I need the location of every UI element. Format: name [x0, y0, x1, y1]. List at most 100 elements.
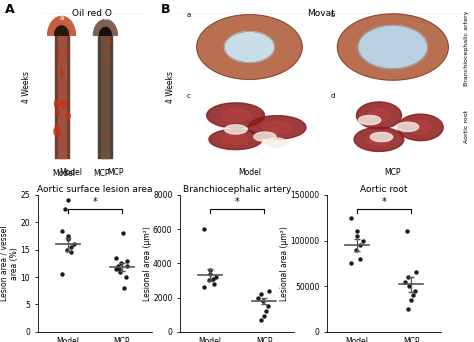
Point — [401, 279, 409, 284]
Point — [64, 198, 72, 203]
Polygon shape — [225, 125, 247, 134]
Circle shape — [66, 113, 70, 119]
Point — [63, 247, 71, 252]
Polygon shape — [100, 27, 111, 35]
Point — [206, 267, 214, 273]
Point — [120, 285, 128, 291]
Point — [347, 261, 355, 266]
Point — [357, 256, 365, 262]
Bar — [57, 35, 65, 158]
Text: b: b — [330, 12, 335, 18]
Point — [201, 226, 208, 232]
Text: Oil red O: Oil red O — [73, 9, 112, 17]
Text: a: a — [187, 12, 191, 18]
Point — [406, 284, 413, 289]
Point — [359, 238, 367, 243]
Point — [123, 263, 131, 269]
Circle shape — [104, 48, 106, 52]
Polygon shape — [368, 109, 390, 122]
Polygon shape — [354, 127, 404, 152]
Point — [255, 295, 262, 300]
Title: Branchiocephalic artery: Branchiocephalic artery — [183, 185, 291, 194]
Text: *: * — [235, 197, 239, 207]
Point — [264, 303, 272, 309]
Text: Model: Model — [53, 169, 76, 178]
Text: *: * — [92, 197, 97, 207]
Polygon shape — [265, 138, 287, 147]
Point — [201, 285, 208, 290]
Circle shape — [54, 128, 58, 135]
Polygon shape — [254, 132, 276, 141]
Point — [404, 306, 412, 312]
Point — [257, 317, 265, 323]
Polygon shape — [398, 114, 443, 141]
Polygon shape — [263, 121, 292, 133]
Circle shape — [66, 50, 68, 53]
Point — [354, 233, 361, 239]
Bar — [55, 35, 69, 158]
Point — [210, 281, 218, 287]
Circle shape — [55, 125, 60, 132]
Point — [356, 242, 364, 248]
Point — [61, 206, 69, 211]
Circle shape — [108, 39, 110, 44]
Text: Model: Model — [238, 168, 261, 176]
Circle shape — [60, 69, 62, 73]
Polygon shape — [93, 19, 117, 35]
Bar — [101, 35, 109, 158]
Y-axis label: Lesional area (μm²): Lesional area (μm²) — [280, 226, 289, 301]
Point — [207, 271, 214, 276]
Title: Aortic root: Aortic root — [360, 185, 408, 194]
Text: d: d — [330, 93, 335, 99]
Point — [257, 291, 265, 297]
Point — [119, 231, 127, 236]
Point — [122, 274, 129, 280]
Text: Branchiocephalic artery: Branchiocephalic artery — [465, 10, 469, 86]
Text: Model: Model — [59, 168, 82, 176]
Point — [263, 308, 270, 314]
Point — [114, 263, 122, 269]
Polygon shape — [248, 116, 306, 139]
Bar — [99, 35, 112, 158]
Circle shape — [102, 134, 104, 137]
Point — [64, 233, 72, 239]
Polygon shape — [358, 116, 381, 125]
Title: Aortic surface lesion area: Aortic surface lesion area — [37, 185, 153, 194]
Y-axis label: Lesion area / vessel
area (%): Lesion area / vessel area (%) — [0, 226, 19, 301]
Polygon shape — [221, 109, 250, 122]
Point — [412, 270, 420, 275]
Circle shape — [61, 101, 64, 107]
Point — [212, 274, 220, 280]
Point — [112, 266, 120, 272]
Text: 4 Weeks: 4 Weeks — [22, 71, 30, 103]
Point — [124, 258, 131, 263]
Circle shape — [108, 57, 109, 60]
Circle shape — [58, 132, 61, 136]
Point — [115, 266, 123, 272]
Point — [352, 247, 360, 252]
Point — [68, 250, 75, 255]
Circle shape — [102, 62, 104, 65]
Text: Aortic root: Aortic root — [465, 110, 469, 143]
Text: A: A — [5, 3, 14, 16]
Polygon shape — [209, 129, 262, 149]
Point — [404, 274, 412, 280]
Point — [410, 292, 417, 298]
Polygon shape — [55, 26, 69, 35]
Circle shape — [56, 109, 60, 115]
Circle shape — [61, 71, 64, 76]
Polygon shape — [366, 133, 392, 145]
Point — [58, 272, 66, 277]
Circle shape — [63, 101, 66, 107]
Y-axis label: Lesional area (μm²): Lesional area (μm²) — [143, 226, 152, 301]
Polygon shape — [356, 102, 401, 129]
Point — [70, 241, 78, 247]
Text: c: c — [187, 93, 191, 99]
Polygon shape — [197, 15, 302, 79]
Point — [265, 288, 273, 293]
Polygon shape — [409, 121, 432, 134]
Circle shape — [55, 100, 59, 108]
Text: a: a — [59, 15, 64, 21]
Point — [205, 278, 213, 283]
Polygon shape — [222, 134, 249, 145]
